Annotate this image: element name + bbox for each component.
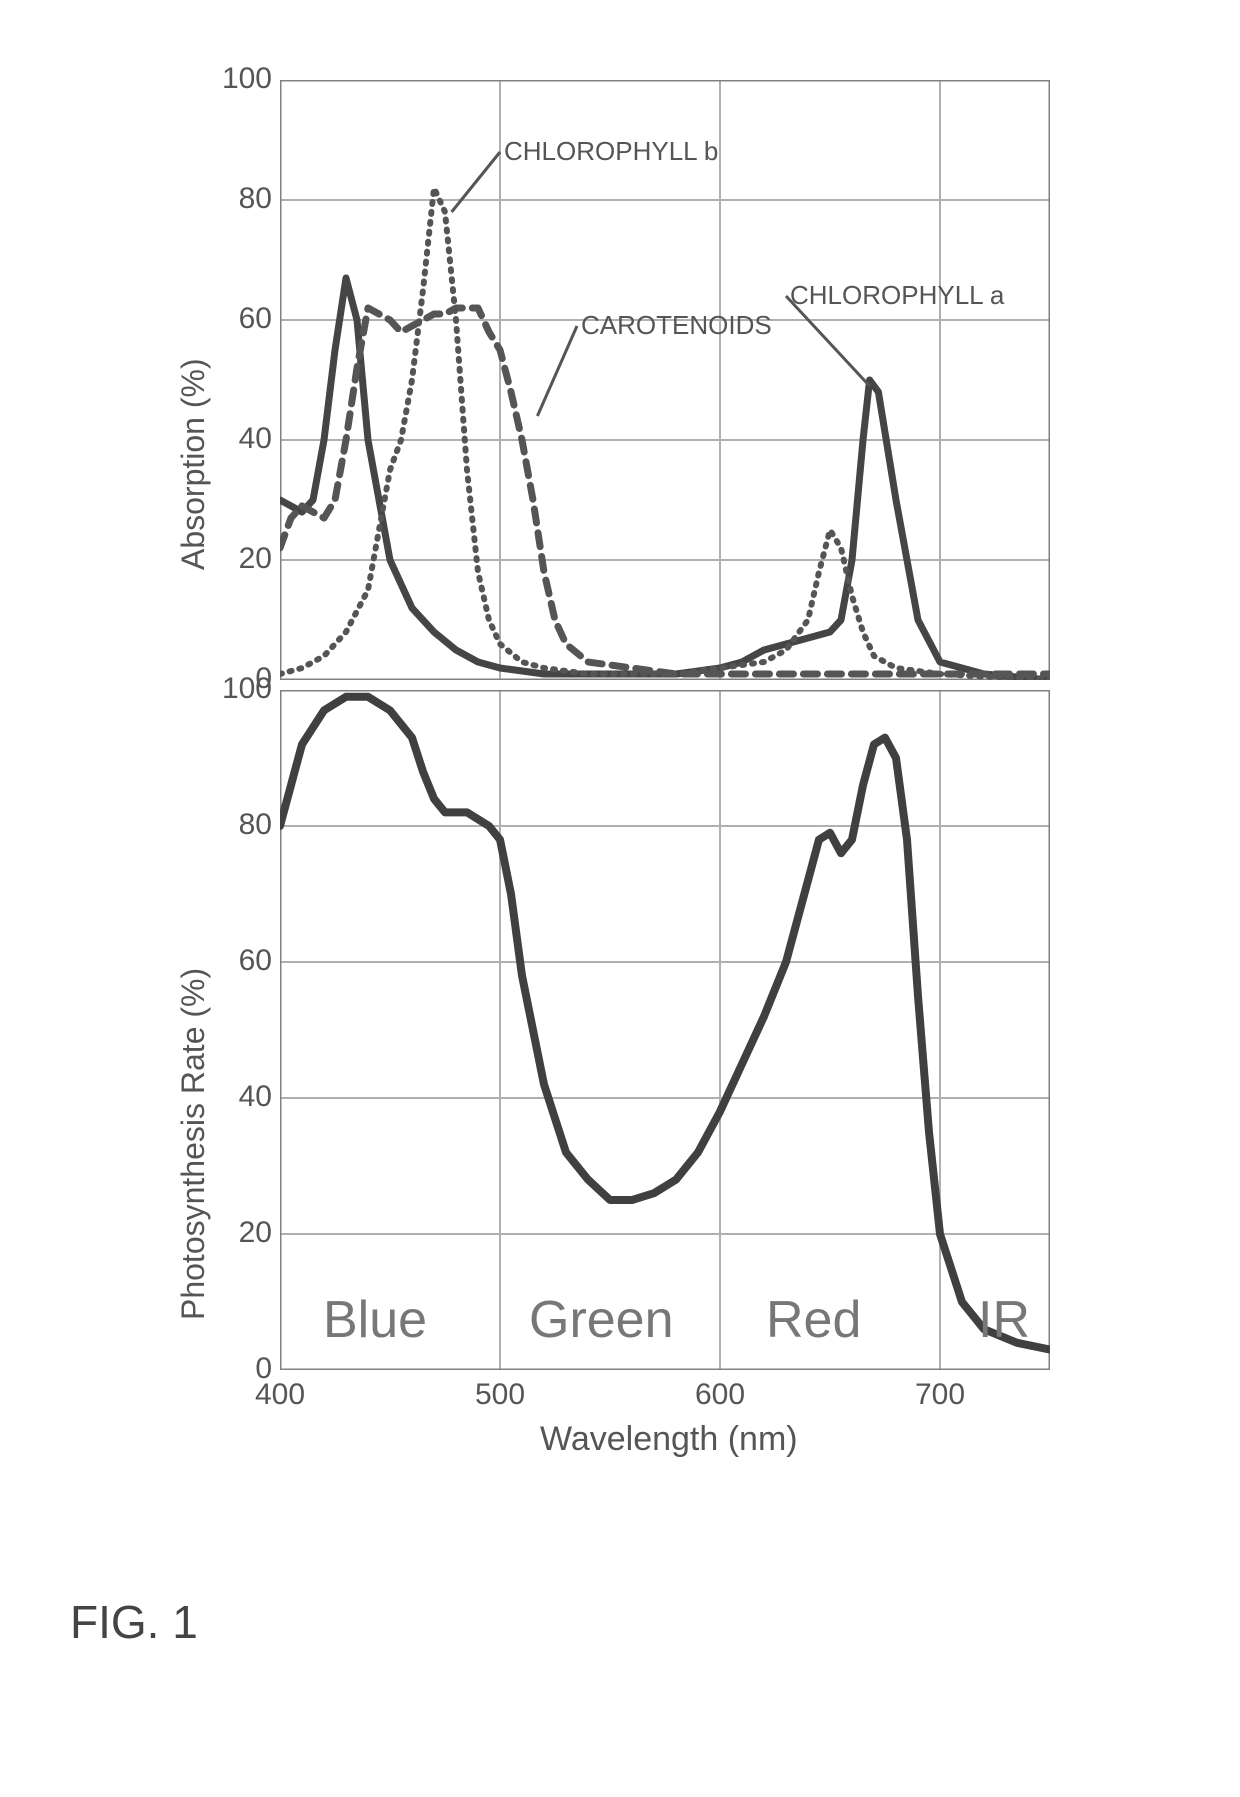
top-ytick-60: 60 [202, 302, 272, 336]
bottom-chart-ylabel: Photosynthesis Rate (%) [175, 968, 212, 1320]
bottom-chart [280, 690, 1050, 1370]
band-green: Green [529, 1290, 674, 1350]
xtick-600: 600 [690, 1378, 750, 1412]
band-ir: IR [978, 1290, 1030, 1350]
xtick-500: 500 [470, 1378, 530, 1412]
top-ytick-80: 80 [202, 182, 272, 216]
bottom-ytick-60: 60 [202, 944, 272, 978]
bottom-ytick-80: 80 [202, 808, 272, 842]
top-ytick-20: 20 [202, 542, 272, 576]
xtick-700: 700 [910, 1378, 970, 1412]
top-chart-ylabel: Absorption (%) [175, 358, 212, 570]
annotation-chl_b: CHLOROPHYLL b [504, 136, 718, 167]
top-ytick-100: 100 [202, 62, 272, 96]
annotation-leader-chl_a [120, 60, 121, 61]
xtick-400: 400 [250, 1378, 310, 1412]
x-axis-label: Wavelength (nm) [540, 1420, 798, 1459]
bottom-ytick-40: 40 [202, 1080, 272, 1114]
annotation-chl_a: CHLOROPHYLL a [790, 280, 1004, 311]
annotation-carotenoids: CAROTENOIDS [581, 310, 772, 341]
band-blue: Blue [323, 1290, 427, 1350]
band-red: Red [766, 1290, 861, 1350]
top-ytick-40: 40 [202, 422, 272, 456]
figure-area: Absorption (%) Photosynthesis Rate (%) 0… [120, 60, 1120, 1480]
figure-caption: FIG. 1 [70, 1595, 198, 1649]
bottom-ytick-20: 20 [202, 1216, 272, 1250]
top-chart [280, 80, 1050, 680]
bottom-ytick-100: 100 [202, 672, 272, 706]
